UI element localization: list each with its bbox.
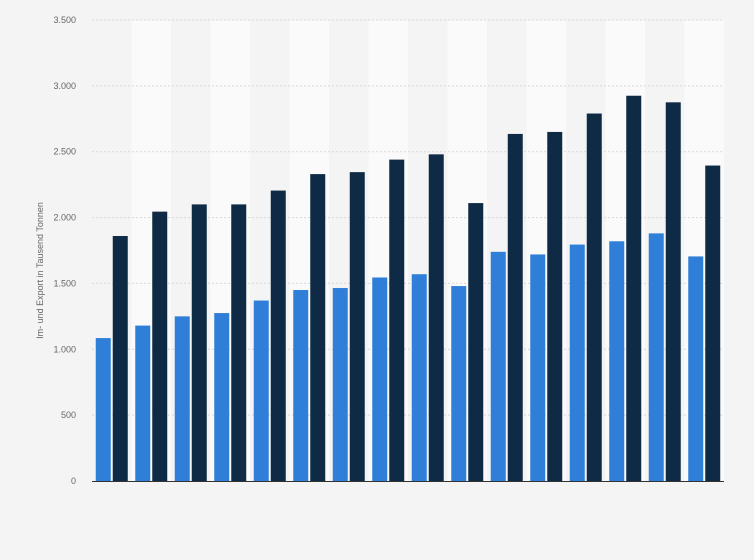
bar-series-1[interactable] xyxy=(293,290,309,481)
bar-series-1[interactable] xyxy=(174,316,190,481)
bar-series-2[interactable] xyxy=(428,154,444,481)
bar-series-1[interactable] xyxy=(569,244,585,481)
bar-series-2[interactable] xyxy=(152,211,168,481)
y-tick-label: 1.000 xyxy=(53,344,76,354)
bar-series-2[interactable] xyxy=(665,102,681,482)
bar-series-1[interactable] xyxy=(253,300,269,481)
bar-series-1[interactable] xyxy=(648,233,664,481)
bar-series-2[interactable] xyxy=(112,236,128,481)
bar-series-2[interactable] xyxy=(468,203,484,481)
bar-series-1[interactable] xyxy=(332,288,348,481)
bar-series-2[interactable] xyxy=(231,204,247,481)
bar-series-1[interactable] xyxy=(372,277,388,481)
bar-series-2[interactable] xyxy=(507,133,523,481)
bar-series-1[interactable] xyxy=(609,241,625,481)
bar-series-1[interactable] xyxy=(135,325,151,481)
y-tick-label: 500 xyxy=(61,410,76,420)
y-tick-label: 2.000 xyxy=(53,213,76,223)
bar-series-2[interactable] xyxy=(705,165,721,481)
bar-series-2[interactable] xyxy=(547,131,563,481)
bars xyxy=(95,95,721,482)
bar-series-2[interactable] xyxy=(191,204,207,481)
y-tick-label: 3.000 xyxy=(53,81,76,91)
y-tick-label: 0 xyxy=(71,476,76,486)
bar-series-2[interactable] xyxy=(310,174,326,481)
bar-series-2[interactable] xyxy=(586,113,602,481)
y-tick-label: 3.500 xyxy=(53,15,76,25)
bar-series-2[interactable] xyxy=(626,95,642,481)
bar-series-1[interactable] xyxy=(95,338,111,481)
y-axis-ticks: 0 500 1.000 1.500 2.000 2.500 3.000 3.500 xyxy=(53,15,76,486)
bar-series-1[interactable] xyxy=(451,286,467,481)
bar-series-2[interactable] xyxy=(349,172,365,481)
y-axis-label: Im- und Export in Tausend Tonnen xyxy=(35,202,45,339)
bar-series-1[interactable] xyxy=(490,251,506,481)
y-tick-label: 2.500 xyxy=(53,147,76,157)
bar-series-1[interactable] xyxy=(530,254,546,481)
bar-series-2[interactable] xyxy=(389,159,405,482)
y-tick-label: 1.500 xyxy=(53,278,76,288)
bar-series-1[interactable] xyxy=(214,313,230,481)
bar-series-2[interactable] xyxy=(270,190,286,481)
bar-series-1[interactable] xyxy=(411,274,427,481)
bar-series-1[interactable] xyxy=(688,256,704,481)
